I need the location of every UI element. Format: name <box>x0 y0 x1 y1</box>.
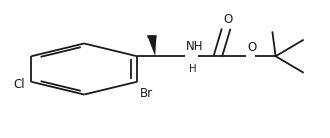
Text: O: O <box>223 13 232 26</box>
Text: O: O <box>247 41 256 54</box>
Text: Cl: Cl <box>13 78 25 91</box>
Text: NH: NH <box>185 40 203 53</box>
Polygon shape <box>147 35 156 56</box>
Text: H: H <box>189 64 197 74</box>
Text: Br: Br <box>140 87 153 100</box>
